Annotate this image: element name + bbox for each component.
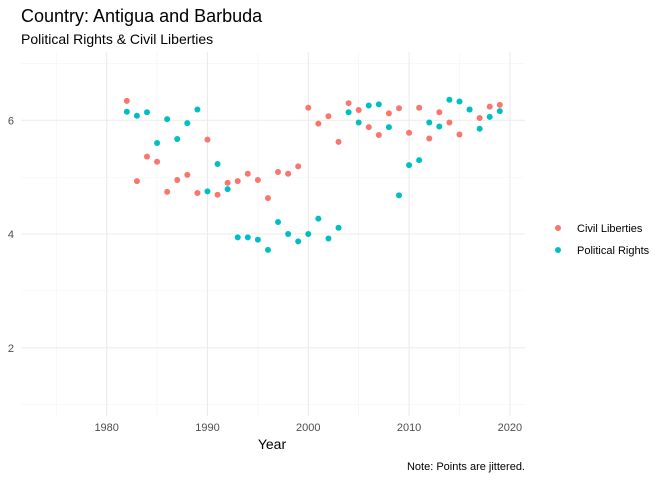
political-rights-point xyxy=(385,124,392,131)
civil-liberties-point xyxy=(406,129,413,136)
political-rights-point xyxy=(476,125,483,132)
political-rights-point xyxy=(154,140,161,146)
civil-liberties-point xyxy=(385,110,392,117)
political-rights-point xyxy=(174,136,181,143)
political-rights-point xyxy=(456,98,463,105)
civil-liberties-point xyxy=(174,176,181,183)
civil-liberties-point xyxy=(244,170,251,177)
political-rights-point xyxy=(305,231,312,237)
political-rights-point xyxy=(194,106,201,113)
political-rights-point xyxy=(365,102,372,109)
civil-liberties-point xyxy=(184,171,191,178)
political-rights-point xyxy=(486,113,493,120)
civil-liberties-point xyxy=(476,114,483,121)
civil-liberties-point xyxy=(436,109,443,116)
political-rights-point xyxy=(325,235,332,242)
political-rights-point xyxy=(466,106,473,113)
civil-liberties-point xyxy=(335,138,342,145)
civil-liberties-point xyxy=(214,191,221,198)
civil-liberties-point xyxy=(133,178,140,185)
legend-key-political-rights xyxy=(555,247,561,253)
civil-liberties-point xyxy=(295,163,302,170)
y-tick-label: 2 xyxy=(8,343,14,355)
civil-liberties-point xyxy=(275,169,282,176)
civil-liberties-point xyxy=(305,104,312,111)
chart-caption: Note: Points are jittered. xyxy=(407,461,525,473)
civil-liberties-point xyxy=(254,176,261,183)
civil-liberties-point xyxy=(224,179,231,186)
legend-label-political-rights: Political Rights xyxy=(577,245,650,257)
political-rights-point xyxy=(496,108,503,115)
civil-liberties-point xyxy=(144,153,150,160)
civil-liberties-point xyxy=(345,100,352,107)
civil-liberties-point xyxy=(396,105,402,112)
major-gridlines xyxy=(21,52,525,416)
political-rights-point xyxy=(123,108,130,115)
civil-liberties-point xyxy=(446,119,453,126)
political-rights-point xyxy=(254,236,261,243)
y-tick-label: 6 xyxy=(8,115,14,127)
political-rights-point xyxy=(164,116,171,123)
civil-liberties-point xyxy=(234,178,241,185)
x-tick-label: 1990 xyxy=(195,422,219,434)
civil-liberties-point xyxy=(315,120,322,127)
political-rights-point xyxy=(204,188,211,195)
x-tick-label: 2010 xyxy=(397,422,421,434)
civil-liberties-point xyxy=(325,113,332,120)
political-rights-point xyxy=(184,120,191,127)
political-rights-point xyxy=(406,162,413,169)
civil-liberties-point xyxy=(365,124,372,131)
political-rights-point xyxy=(315,215,322,222)
chart-subtitle: Political Rights & Civil Liberties xyxy=(21,31,213,47)
civil-liberties-point xyxy=(456,131,463,138)
civil-liberties-point xyxy=(285,170,292,177)
x-tick-label: 1980 xyxy=(94,422,118,434)
civil-liberties-point xyxy=(264,195,271,202)
civil-liberties-point xyxy=(204,136,211,143)
x-tick-label: 2020 xyxy=(498,422,522,434)
political-rights-point xyxy=(244,234,251,241)
political-rights-point xyxy=(144,109,150,116)
civil-liberties-point xyxy=(375,132,382,139)
political-rights-point xyxy=(345,109,352,116)
x-tick-label: 2000 xyxy=(296,422,320,434)
political-rights-point xyxy=(275,219,282,226)
political-rights-point xyxy=(133,112,140,119)
civil-liberties-point xyxy=(194,190,201,197)
data-points xyxy=(123,96,503,253)
political-rights-point xyxy=(264,246,271,253)
political-rights-point xyxy=(295,238,302,245)
political-rights-point xyxy=(355,119,362,126)
political-rights-point xyxy=(375,101,382,108)
political-rights-point xyxy=(426,119,433,126)
legend: Civil Liberties Political Rights xyxy=(555,223,650,257)
civil-liberties-point xyxy=(416,104,423,111)
political-rights-point xyxy=(285,231,292,237)
political-rights-point xyxy=(214,161,221,168)
political-rights-point xyxy=(436,123,443,130)
political-rights-point xyxy=(416,157,423,164)
legend-key-civil-liberties xyxy=(555,225,561,231)
civil-liberties-point xyxy=(355,107,362,114)
political-rights-point xyxy=(224,186,231,193)
civil-liberties-point xyxy=(496,101,503,108)
political-rights-point xyxy=(234,234,241,241)
political-rights-point xyxy=(446,96,453,103)
chart-title: Country: Antigua and Barbuda xyxy=(21,6,263,26)
civil-liberties-point xyxy=(426,135,433,142)
y-axis-ticks: 2 4 6 xyxy=(8,115,14,355)
civil-liberties-point xyxy=(164,188,171,195)
civil-liberties-point xyxy=(123,97,130,104)
x-axis-ticks: 1980 1990 2000 2010 2020 xyxy=(94,422,522,434)
civil-liberties-point xyxy=(154,158,161,165)
x-axis-title: Year xyxy=(258,436,287,452)
political-rights-point xyxy=(335,224,342,231)
political-rights-point xyxy=(396,192,402,199)
y-tick-label: 4 xyxy=(8,229,14,241)
civil-liberties-point xyxy=(486,103,493,110)
legend-label-civil-liberties: Civil Liberties xyxy=(577,223,643,235)
